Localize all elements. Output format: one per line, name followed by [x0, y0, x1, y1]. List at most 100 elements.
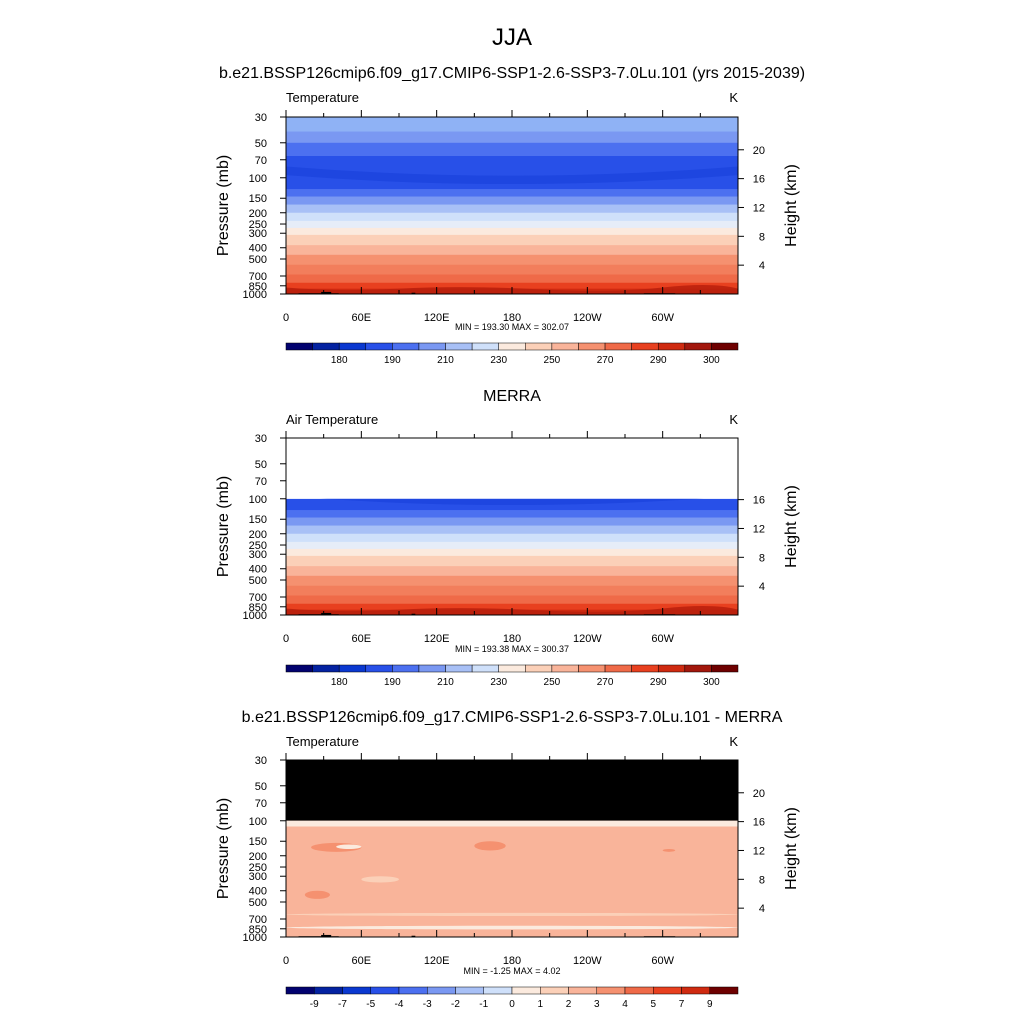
field-band: [286, 189, 738, 198]
y-tick-label: 1000: [243, 932, 267, 944]
y-tick-label: 500: [249, 254, 267, 266]
x-tick-label: 0: [283, 633, 289, 645]
field-band: [286, 274, 738, 284]
x-tick-label: 60E: [352, 633, 372, 645]
panel-title: MERRA: [483, 388, 541, 405]
colorbar-label: 1: [537, 999, 543, 1010]
field-blob: [286, 912, 738, 917]
y-tick-label: 30: [255, 433, 267, 445]
field-blob: [304, 890, 330, 899]
minmax-text: MIN = 193.30 MAX = 302.07: [455, 322, 569, 332]
field-band: [286, 156, 738, 168]
field-band: [286, 533, 738, 543]
colorbar: 180 190 210 230 250 270 290 300: [285, 664, 739, 688]
y-tick-label: 50: [255, 781, 267, 793]
y-tick-label: 250: [249, 219, 267, 231]
colorbar-swatch: [525, 664, 553, 673]
colorbar-swatch: [551, 342, 579, 351]
colorbar-swatch: [498, 342, 526, 351]
field-blob: [474, 841, 506, 851]
colorbar-label: 250: [544, 355, 561, 366]
field-band: [286, 264, 738, 276]
colorbar-swatch: [483, 986, 513, 995]
colorbar-label: -3: [423, 999, 432, 1010]
colorbar-swatch: [455, 986, 484, 995]
colorbar-label: 270: [597, 355, 614, 366]
colorbar-label: 180: [331, 677, 348, 688]
y-tick-label: 700: [249, 592, 267, 604]
height-tick-label: 4: [759, 581, 765, 593]
height-tick-label: 12: [753, 523, 765, 535]
y-tick-label: 150: [249, 193, 267, 205]
x-tick-label: 180: [503, 633, 521, 645]
panel-left-title: Temperature: [286, 90, 359, 105]
x-tick-label: 60W: [651, 312, 674, 324]
panel-left-title: Temperature: [286, 734, 359, 749]
colorbar-swatch: [711, 342, 739, 351]
colorbar-swatch: [398, 986, 428, 995]
colorbar-swatch: [709, 986, 739, 995]
colorbar-swatch: [498, 664, 526, 673]
y-tick-label: 70: [255, 798, 267, 810]
panel-units: K: [729, 90, 738, 105]
field-blob: [662, 849, 676, 852]
height-tick-label: 4: [759, 260, 765, 272]
colorbar-label: -9: [310, 999, 319, 1010]
colorbar-swatch: [596, 986, 626, 995]
y-tick-label: 100: [249, 816, 267, 828]
heatmap-field: [286, 438, 738, 616]
chart-panel-2: MERRA Air Temperature K 0 60E 120E 180 120W 60W 3…: [215, 388, 800, 688]
colorbar-label: 290: [650, 677, 667, 688]
x-tick-label: 60E: [352, 955, 372, 967]
field-band: [286, 204, 738, 214]
y-tick-label: 400: [249, 564, 267, 576]
y-tick-label: 1000: [243, 289, 267, 301]
colorbar-swatch: [681, 986, 710, 995]
field-band: [286, 566, 738, 577]
height-tick-label: 16: [753, 495, 765, 507]
topography: [411, 292, 416, 294]
y-tick-label: 30: [255, 755, 267, 767]
colorbar-swatch: [312, 342, 340, 351]
colorbar-swatch: [653, 986, 682, 995]
y-axis-label: Pressure (mb): [215, 155, 232, 256]
colorbar-swatch: [604, 342, 632, 351]
height-tick-label: 12: [753, 845, 765, 857]
topography: [411, 613, 416, 615]
y-axis-label: Pressure (mb): [215, 798, 232, 899]
colorbar-swatch: [314, 986, 343, 995]
right-axis-label: Height (km): [783, 807, 800, 890]
colorbar-swatch: [551, 664, 579, 673]
field-band: [286, 142, 738, 157]
colorbar-swatch: [312, 664, 340, 673]
y-tick-label: 30: [255, 112, 267, 124]
panels: Temperature K0 60E 120E 180 120W 60W3050701001…: [215, 90, 800, 1010]
height-tick-label: 20: [753, 145, 765, 157]
y-tick-label: 850: [249, 281, 267, 293]
colorbar-label: 2: [566, 999, 572, 1010]
y-tick-label: 250: [249, 540, 267, 552]
cold-band: [286, 487, 738, 506]
colorbar-label: -5: [366, 999, 375, 1010]
field-band: [286, 603, 738, 611]
colorbar-swatch: [365, 342, 393, 351]
colorbar-label: 4: [622, 999, 628, 1010]
field-band: [286, 541, 738, 550]
x-tick-label: 60W: [651, 633, 674, 645]
colorbar-swatch: [711, 664, 739, 673]
figure-title: JJA: [492, 24, 532, 51]
colorbar-label: 250: [544, 677, 561, 688]
panel-left-title: Air Temperature: [286, 412, 378, 427]
height-tick-label: 8: [759, 874, 765, 886]
colorbar-swatch: [418, 664, 446, 673]
height-tick-label: 20: [753, 788, 765, 800]
colorbar-label: -4: [395, 999, 404, 1010]
field-blob: [286, 925, 738, 930]
colorbar-label: 230: [490, 677, 507, 688]
y-tick-label: 50: [255, 459, 267, 471]
field-band: [286, 820, 738, 937]
colorbar-swatch: [684, 664, 712, 673]
colorbar-label: 180: [331, 355, 348, 366]
field-band: [286, 196, 738, 206]
x-tick-label: 120W: [573, 312, 602, 324]
